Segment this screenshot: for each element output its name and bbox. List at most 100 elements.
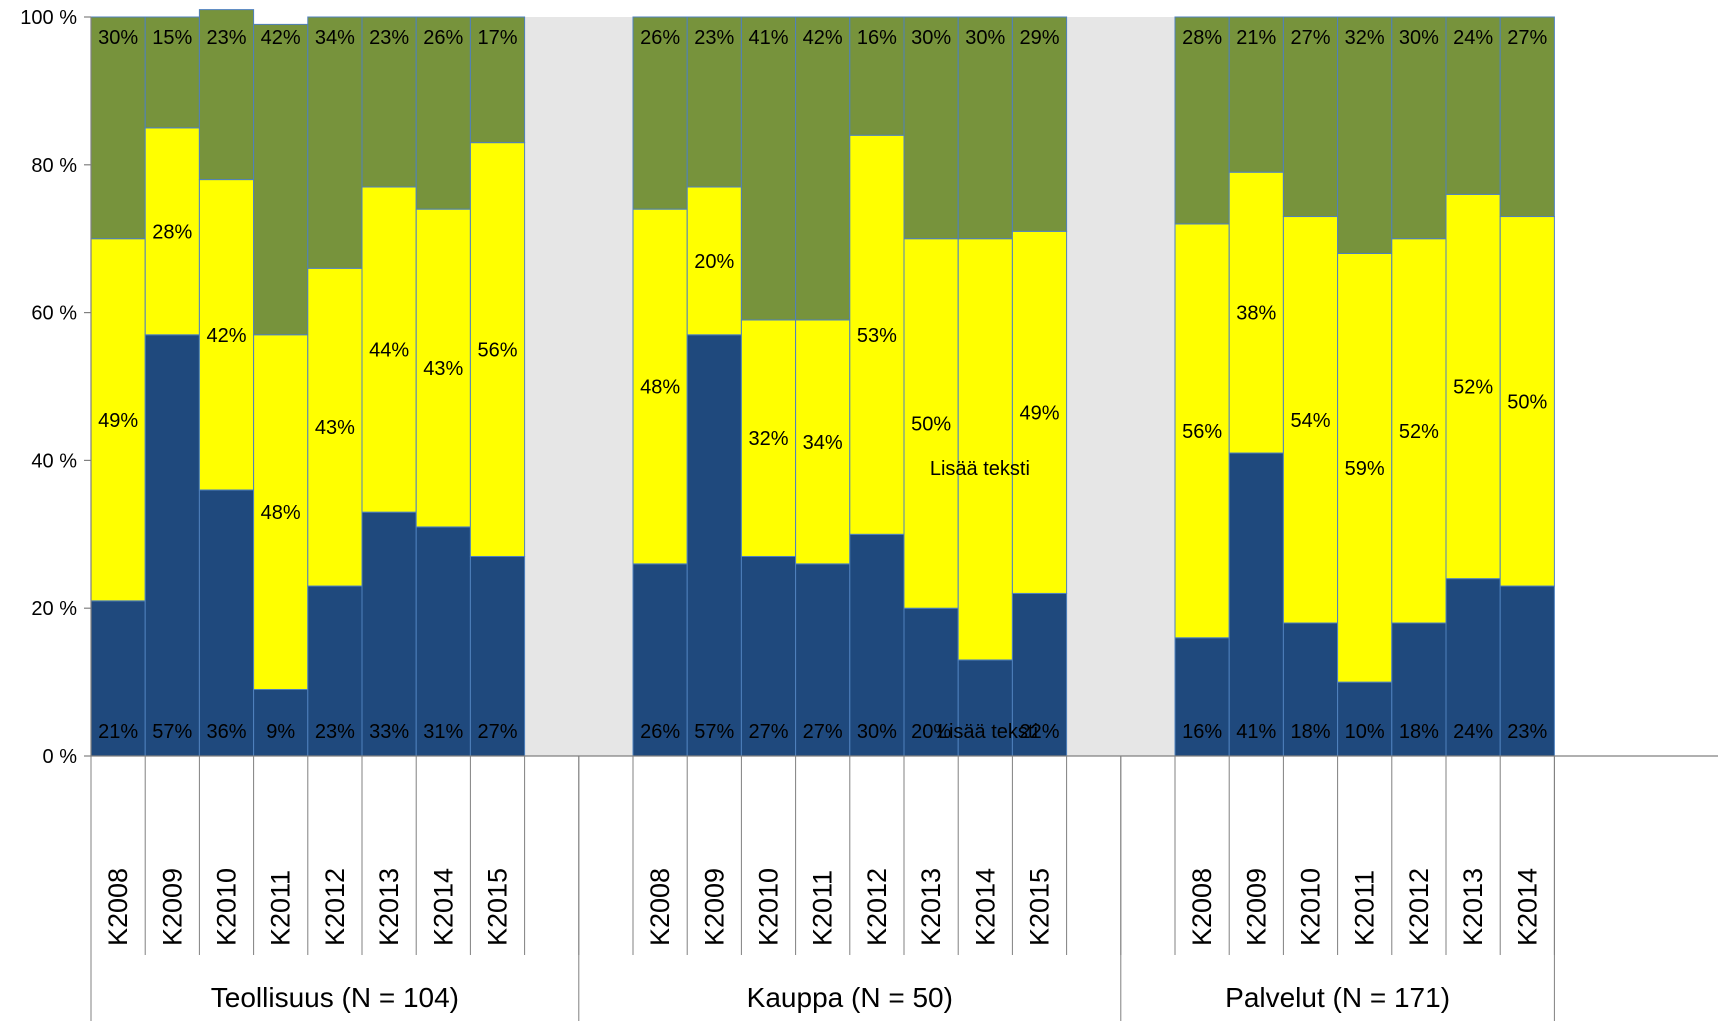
- data-label: 28%: [152, 221, 192, 243]
- bar-segment-bottom: [795, 563, 851, 757]
- bar-segment-middle: [1499, 216, 1555, 587]
- data-label: 50%: [1507, 391, 1547, 413]
- group-label: Kauppa (N = 50): [747, 982, 953, 1013]
- data-label: 24%: [1453, 721, 1493, 743]
- data-label: 23%: [694, 27, 734, 49]
- y-tick-label: 100 %: [20, 7, 77, 29]
- bar-segment-middle: [253, 334, 309, 690]
- data-label: 38%: [1236, 303, 1276, 325]
- data-label: 43%: [315, 417, 355, 439]
- data-label: 48%: [640, 377, 680, 399]
- category-label: K2014: [970, 868, 1000, 946]
- bar-segment-bottom: [198, 489, 255, 757]
- bar-segment-top: [1445, 16, 1501, 195]
- data-label: 9%: [266, 721, 295, 743]
- data-label: 52%: [1453, 377, 1493, 399]
- bar-segment-bottom: [415, 526, 471, 757]
- category-label: K2012: [1404, 868, 1434, 946]
- bar-segment-middle: [361, 186, 417, 513]
- data-label: 26%: [640, 27, 680, 49]
- bar-segment-top: [90, 16, 146, 240]
- data-label: 30%: [1399, 27, 1439, 49]
- labels: 21% 49% 30% 57% 28% 15% 36% 42% 23% 9% 48% 42% 23% 43…: [20, 7, 1547, 1013]
- data-label: 49%: [1019, 402, 1059, 424]
- bar-segment-top: [361, 16, 417, 188]
- bar-segment-bottom: [253, 688, 309, 757]
- data-label: 21%: [98, 721, 138, 743]
- data-label: 24%: [1453, 27, 1493, 49]
- bar-segment-top: [903, 16, 959, 240]
- bar-segment-bottom: [144, 334, 200, 757]
- data-label: 48%: [261, 502, 301, 524]
- category-label: K2010: [754, 868, 784, 946]
- bar-segment-middle: [740, 319, 797, 557]
- category-label: K2008: [645, 868, 675, 946]
- group-gap: [1066, 17, 1175, 756]
- data-label: 57%: [152, 721, 192, 743]
- data-label: 17%: [477, 27, 517, 49]
- bar-segment-top: [198, 9, 255, 181]
- bar-segment-middle: [415, 208, 471, 528]
- bar-segment-top: [686, 16, 742, 188]
- bar-segment-top: [795, 16, 851, 321]
- data-label: 30%: [965, 27, 1005, 49]
- category-label: K2008: [1187, 868, 1217, 946]
- bar-segment-bottom: [1337, 681, 1393, 757]
- bar-segment-middle: [903, 238, 959, 609]
- data-label: 18%: [1290, 721, 1330, 743]
- data-label: 33%: [369, 721, 409, 743]
- data-label: 23%: [1507, 721, 1547, 743]
- data-label: 18%: [1399, 721, 1439, 743]
- y-tick-label: 20 %: [31, 598, 77, 620]
- bar-segment-middle: [469, 142, 526, 557]
- bar-segment-top: [1499, 16, 1555, 218]
- data-label: 20%: [911, 721, 951, 743]
- bars: [90, 9, 1555, 757]
- data-label: 34%: [803, 432, 843, 454]
- category-label: K2012: [320, 868, 350, 946]
- data-label: 49%: [98, 410, 138, 432]
- y-tick-label: 60 %: [31, 303, 77, 325]
- category-label: K2012: [862, 868, 892, 946]
- category-label: K2015: [1025, 868, 1055, 946]
- data-label: 32%: [748, 428, 788, 450]
- data-label: 31%: [423, 721, 463, 743]
- y-tick-label: 0 %: [43, 746, 78, 768]
- data-label: 30%: [857, 721, 897, 743]
- data-label: 27%: [1507, 27, 1547, 49]
- data-label: 41%: [748, 27, 788, 49]
- bar-segment-bottom: [1391, 622, 1447, 757]
- bar-segment-bottom: [1282, 622, 1339, 757]
- bar-segment-top: [469, 16, 526, 144]
- bar-segment-top: [253, 23, 309, 336]
- data-label: 56%: [1182, 421, 1222, 443]
- bar-segment-top: [957, 16, 1013, 240]
- category-label: K2009: [699, 868, 729, 946]
- data-label: 53%: [857, 325, 897, 347]
- bar-segment-bottom: [1445, 578, 1501, 757]
- data-label: 28%: [1182, 27, 1222, 49]
- bar-segment-bottom: [1499, 585, 1555, 757]
- data-label: 27%: [803, 721, 843, 743]
- data-label: 29%: [1019, 27, 1059, 49]
- annotation-label: Lisää teksti: [930, 458, 1030, 480]
- category-label: K2013: [374, 868, 404, 946]
- data-label: 43%: [423, 358, 463, 380]
- data-label: 30%: [911, 27, 951, 49]
- data-label: 20%: [694, 251, 734, 273]
- category-label: K2008: [103, 868, 133, 946]
- data-label: 34%: [315, 27, 355, 49]
- data-label: 50%: [911, 413, 951, 435]
- category-label: K2015: [483, 868, 513, 946]
- data-label: 56%: [477, 340, 517, 362]
- bar-segment-top: [1011, 16, 1068, 232]
- bar-segment-top: [1228, 16, 1284, 173]
- data-label: 22%: [1019, 721, 1059, 743]
- bar-segment-middle: [957, 238, 1013, 661]
- data-label: 59%: [1345, 458, 1385, 480]
- category-label: K2010: [212, 868, 242, 946]
- data-label: 21%: [1236, 27, 1276, 49]
- data-label: 15%: [152, 27, 192, 49]
- data-label: 41%: [1236, 721, 1276, 743]
- bar-segment-bottom: [686, 334, 742, 757]
